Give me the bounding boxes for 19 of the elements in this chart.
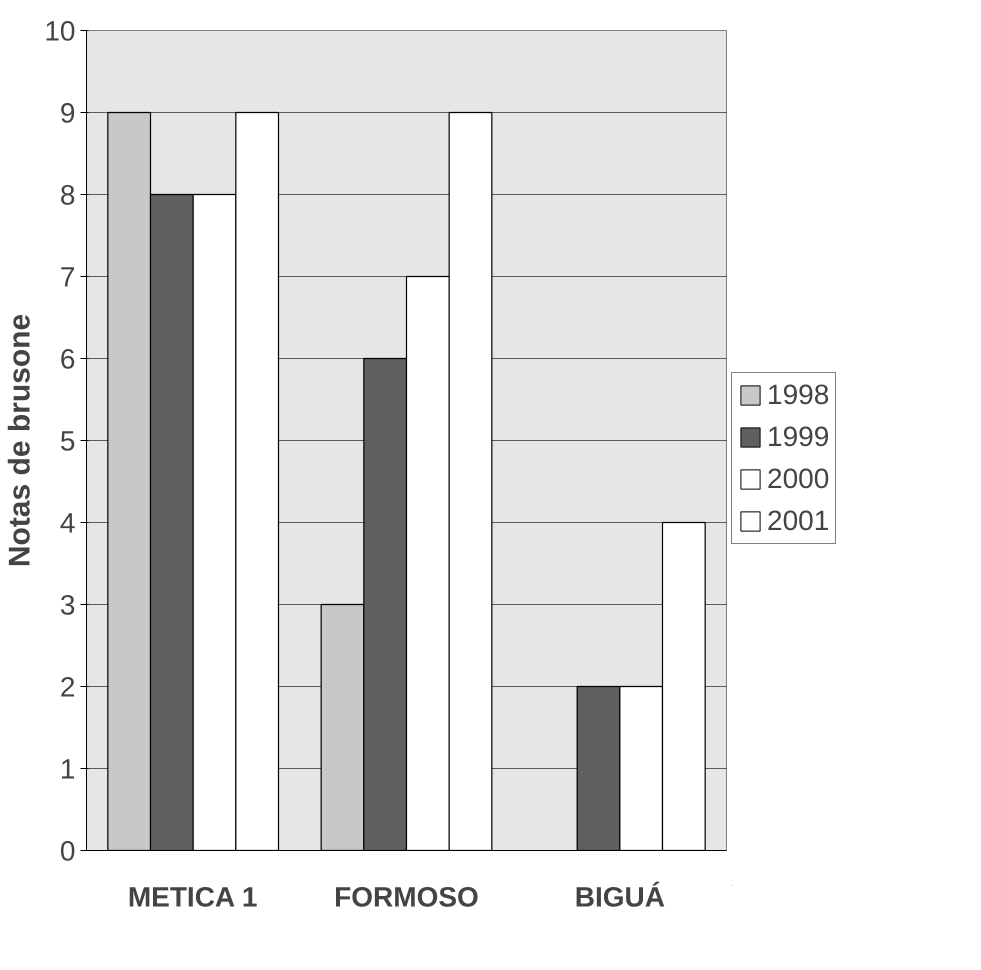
legend-label: 2000 xyxy=(767,462,830,494)
y-tick-label: 8 xyxy=(60,180,76,210)
y-tick-label: 10 xyxy=(44,16,76,46)
legend-label: 1999 xyxy=(767,420,830,452)
y-tick-label: 1 xyxy=(60,754,76,784)
y-tick-label: 2 xyxy=(60,672,76,702)
x-tick-label: BIGUÁ xyxy=(574,882,665,912)
y-tick-label: 6 xyxy=(60,344,76,374)
y-axis-title: Notas de brusone xyxy=(3,314,36,568)
y-tick-label: 5 xyxy=(60,426,76,456)
legend-label: 1998 xyxy=(767,378,830,410)
y-tick-label: 0 xyxy=(60,836,76,866)
x-tick-label: METICA 1 xyxy=(128,882,258,912)
y-tick-label: 4 xyxy=(60,508,76,538)
y-tick-label: 9 xyxy=(60,98,76,128)
y-tick-label: 3 xyxy=(60,590,76,620)
x-tick-label: FORMOSO xyxy=(334,882,479,912)
y-tick-label: 7 xyxy=(60,262,76,292)
legend-label: 2001 xyxy=(767,504,830,536)
